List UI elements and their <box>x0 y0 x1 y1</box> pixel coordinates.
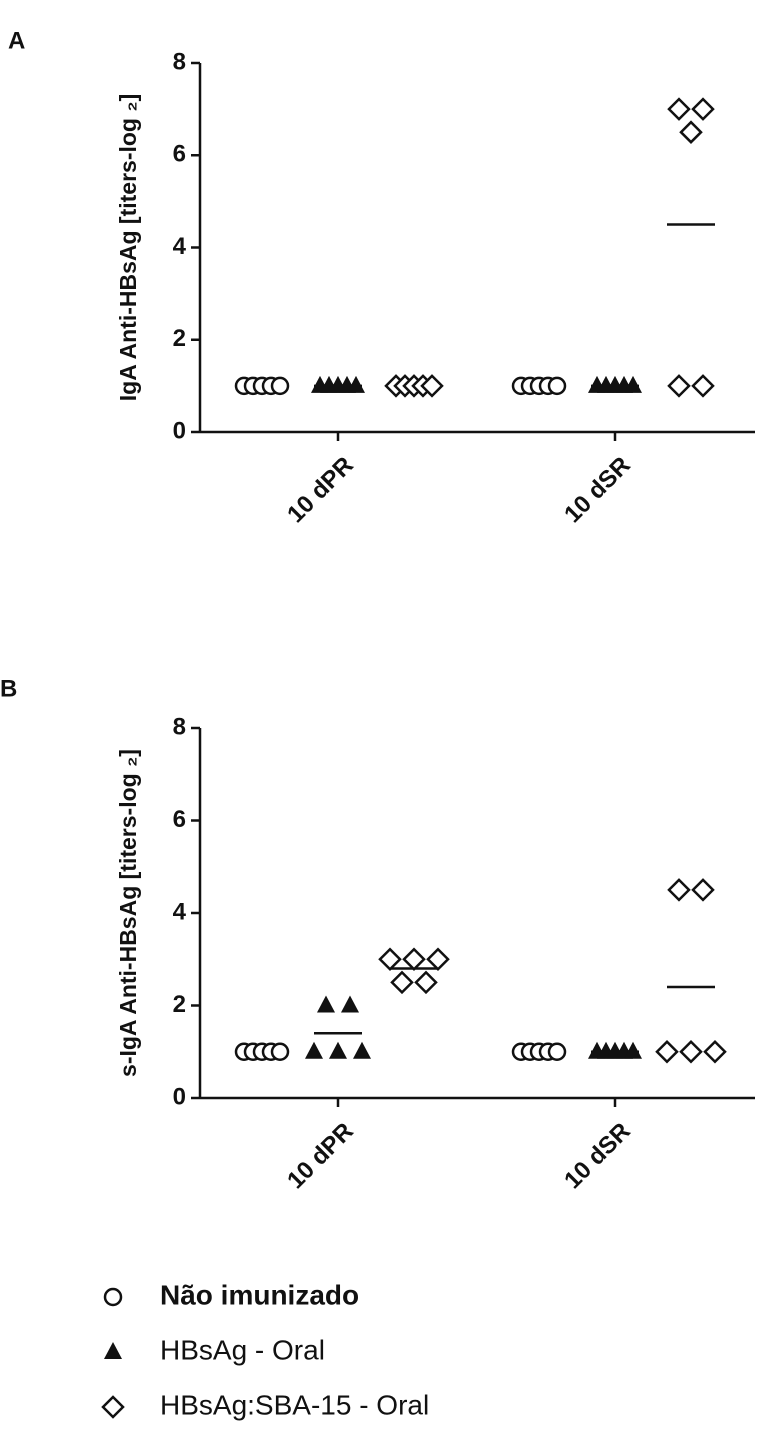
legend-label: Não imunizado <box>160 1279 359 1310</box>
y-axis-label: s-IgA Anti-HBsAg [titers-log ₂] <box>115 749 141 1077</box>
data-point <box>347 375 365 393</box>
data-point <box>270 376 290 396</box>
x-tick-label: 10 dSR <box>559 452 636 529</box>
data-point <box>378 947 402 972</box>
y-tick-label: 2 <box>173 325 186 352</box>
panel-label: B <box>0 675 17 702</box>
legend-label: HBsAg:SBA-15 - Oral <box>160 1389 429 1420</box>
y-tick-label: 4 <box>173 233 187 260</box>
data-point <box>353 1041 371 1059</box>
y-tick-label: 0 <box>173 1083 186 1110</box>
y-tick-label: 8 <box>173 713 186 740</box>
y-tick-label: 8 <box>173 48 186 75</box>
data-point <box>691 374 715 398</box>
data-point <box>667 97 691 121</box>
legend-label: HBsAg - Oral <box>160 1334 325 1365</box>
data-point <box>270 1042 290 1061</box>
data-point <box>317 995 335 1013</box>
y-tick-label: 6 <box>173 806 186 833</box>
data-point <box>547 376 567 396</box>
data-point <box>420 374 444 398</box>
data-point <box>390 970 414 995</box>
data-point <box>305 1041 323 1059</box>
data-point <box>667 374 691 398</box>
y-axis-label: IgA Anti-HBsAg [titers-log ₂] <box>115 94 141 401</box>
data-point <box>426 947 450 972</box>
panel-label: A <box>8 27 25 54</box>
legend-marker <box>103 1287 123 1307</box>
data-point <box>624 1041 642 1059</box>
y-tick-label: 4 <box>173 898 187 925</box>
data-point <box>547 1042 567 1061</box>
data-point <box>703 1039 727 1064</box>
data-point <box>667 878 691 902</box>
data-point <box>414 970 438 995</box>
data-point <box>679 1039 703 1064</box>
y-tick-label: 0 <box>173 417 186 444</box>
data-point <box>691 97 715 121</box>
data-point <box>679 120 703 144</box>
x-tick-label: 10 dPR <box>282 1118 359 1195</box>
y-tick-label: 2 <box>173 991 186 1018</box>
x-tick-label: 10 dPR <box>282 452 359 529</box>
y-tick-label: 6 <box>173 141 186 168</box>
data-point <box>329 1041 347 1059</box>
data-point <box>341 995 359 1013</box>
data-point <box>691 878 715 902</box>
x-tick-label: 10 dSR <box>559 1118 636 1195</box>
data-point <box>624 375 642 393</box>
data-point <box>402 947 426 972</box>
legend-marker <box>104 1342 122 1359</box>
legend-marker <box>101 1395 125 1419</box>
data-point <box>655 1039 679 1064</box>
